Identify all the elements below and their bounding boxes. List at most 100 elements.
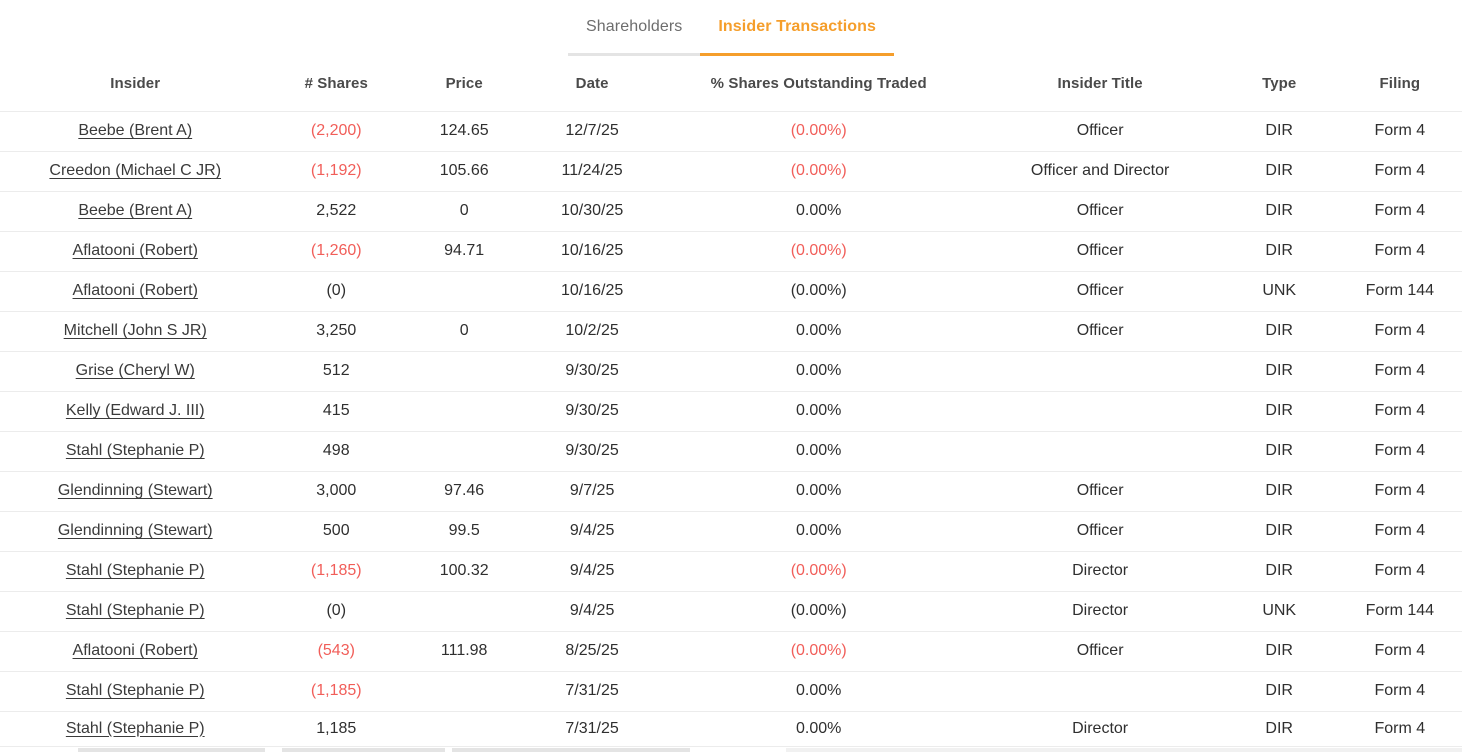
cell-insider: Mitchell (John S JR)	[0, 311, 271, 352]
insider-link[interactable]: Beebe (Brent A)	[78, 122, 193, 139]
column-header-price: Price	[402, 56, 527, 112]
cell-title: Officer	[979, 631, 1221, 672]
cell-shares: 3,000	[270, 471, 403, 512]
cell-filing: Form 144	[1337, 271, 1462, 312]
tab-shareholders[interactable]: Shareholders	[568, 0, 701, 56]
table-row: Glendinning (Stewart) 500 99.5 9/4/25 0.00% O…	[0, 511, 1462, 552]
partial-next-row	[0, 747, 1462, 752]
cell-date: 10/16/25	[526, 231, 658, 272]
column-header-type: Type	[1220, 56, 1338, 112]
cell-price: 111.98	[402, 631, 527, 672]
cell-price: 0	[402, 191, 527, 232]
cell-insider: Glendinning (Stewart)	[0, 511, 271, 552]
cell-pct: (0.00%)	[657, 111, 980, 152]
cell-pct: (0.00%)	[657, 551, 980, 592]
cell-insider: Aflatooni (Robert)	[0, 231, 271, 272]
cell-filing: Form 4	[1337, 111, 1462, 152]
cell-price: 94.71	[402, 231, 527, 272]
cell-shares: (1,192)	[270, 151, 403, 192]
insider-link[interactable]: Kelly (Edward J. III)	[65, 402, 205, 419]
insider-link[interactable]: Aflatooni (Robert)	[72, 642, 198, 659]
cell-price	[402, 671, 527, 712]
cell-type: DIR	[1220, 671, 1338, 712]
cell-insider: Beebe (Brent A)	[0, 191, 271, 232]
cell-type: UNK	[1220, 271, 1338, 312]
cell-type: DIR	[1220, 511, 1338, 552]
cell-filing: Form 4	[1337, 711, 1462, 747]
table-row: Stahl (Stephanie P) (1,185) 100.32 9/4/25 (0…	[0, 551, 1462, 592]
insider-link[interactable]: Creedon (Michael C JR)	[49, 162, 222, 179]
cell-type: DIR	[1220, 551, 1338, 592]
tab-insider-transactions[interactable]: Insider Transactions	[700, 0, 894, 56]
cell-date: 9/30/25	[526, 391, 658, 432]
cell-pct: 0.00%	[657, 711, 980, 747]
cell-pct: (0.00%)	[657, 591, 980, 632]
cell-insider: Glendinning (Stewart)	[0, 471, 271, 512]
cell-shares: 498	[270, 431, 403, 472]
insider-link[interactable]: Mitchell (John S JR)	[63, 322, 207, 339]
cell-filing: Form 4	[1337, 191, 1462, 232]
table-row: Stahl (Stephanie P) (1,185) 7/31/25 0.00% DI…	[0, 671, 1462, 712]
cell-filing: Form 4	[1337, 391, 1462, 432]
cell-insider: Stahl (Stephanie P)	[0, 551, 271, 592]
cell-title: Director	[979, 591, 1221, 632]
insider-link[interactable]: Aflatooni (Robert)	[72, 282, 198, 299]
table-row: Aflatooni (Robert) (0) 10/16/25 (0.00%) Offi…	[0, 271, 1462, 312]
cell-insider: Stahl (Stephanie P)	[0, 591, 271, 632]
cell-pct: 0.00%	[657, 391, 980, 432]
cell-price: 100.32	[402, 551, 527, 592]
cell-date: 10/16/25	[526, 271, 658, 312]
insider-link[interactable]: Aflatooni (Robert)	[72, 242, 198, 259]
cell-insider: Aflatooni (Robert)	[0, 271, 271, 312]
cell-filing: Form 144	[1337, 591, 1462, 632]
insider-link[interactable]: Stahl (Stephanie P)	[65, 442, 205, 459]
table-body: Beebe (Brent A) (2,200) 124.65 12/7/25 (0.00…	[0, 111, 1462, 747]
cell-title: Officer	[979, 111, 1221, 152]
cell-title: Officer	[979, 231, 1221, 272]
column-header-insider: Insider	[0, 56, 271, 112]
cell-pct: (0.00%)	[657, 271, 980, 312]
insider-link[interactable]: Stahl (Stephanie P)	[65, 682, 205, 699]
cell-shares: (1,185)	[270, 671, 403, 712]
column-header-shares: # Shares	[270, 56, 403, 112]
cell-price	[402, 351, 527, 392]
cell-price: 99.5	[402, 511, 527, 552]
cell-date: 7/31/25	[526, 711, 658, 747]
cell-pct: 0.00%	[657, 191, 980, 232]
cell-title: Officer	[979, 471, 1221, 512]
cell-shares: (0)	[270, 591, 403, 632]
insider-link[interactable]: Grise (Cheryl W)	[75, 362, 195, 379]
cell-price	[402, 391, 527, 432]
cell-date: 9/7/25	[526, 471, 658, 512]
table-header-row: Insider # Shares Price Date% Shares Outstan…	[0, 56, 1462, 112]
insider-link[interactable]: Beebe (Brent A)	[78, 202, 193, 219]
cell-date: 7/31/25	[526, 671, 658, 712]
insider-link[interactable]: Stahl (Stephanie P)	[65, 602, 205, 619]
cell-shares: (0)	[270, 271, 403, 312]
cell-type: DIR	[1220, 711, 1338, 747]
cell-date: 10/30/25	[526, 191, 658, 232]
cell-shares: (2,200)	[270, 111, 403, 152]
insider-link[interactable]: Stahl (Stephanie P)	[65, 719, 205, 737]
cell-date: 9/30/25	[526, 351, 658, 392]
cell-shares: 512	[270, 351, 403, 392]
table-row: Beebe (Brent A) (2,200) 124.65 12/7/25 (0.00…	[0, 111, 1462, 152]
insider-link[interactable]: Stahl (Stephanie P)	[65, 562, 205, 579]
cell-filing: Form 4	[1337, 351, 1462, 392]
insider-link[interactable]: Glendinning (Stewart)	[57, 522, 213, 539]
cell-insider: Stahl (Stephanie P)	[0, 711, 271, 747]
cell-pct: (0.00%)	[657, 151, 980, 192]
cell-pct: 0.00%	[657, 311, 980, 352]
cell-insider: Creedon (Michael C JR)	[0, 151, 271, 192]
cell-shares: 415	[270, 391, 403, 432]
cell-type: DIR	[1220, 151, 1338, 192]
column-header-pct: % Shares Outstanding Traded	[657, 56, 980, 112]
cell-insider: Aflatooni (Robert)	[0, 631, 271, 672]
insider-link[interactable]: Glendinning (Stewart)	[57, 482, 213, 499]
cell-type: DIR	[1220, 631, 1338, 672]
cell-price: 0	[402, 311, 527, 352]
cell-price: 124.65	[402, 111, 527, 152]
cell-filing: Form 4	[1337, 671, 1462, 712]
cell-title: Officer	[979, 511, 1221, 552]
cell-date: 9/4/25	[526, 511, 658, 552]
